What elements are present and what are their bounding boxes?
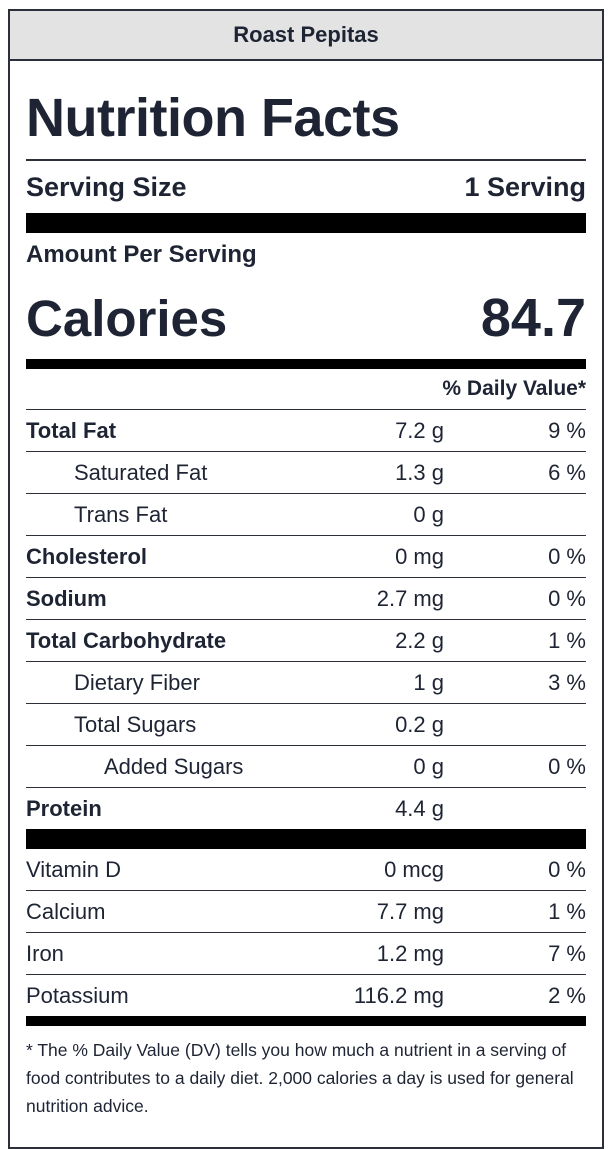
vitamin-row-vitamin-d: Vitamin D 0 mcg 0 % [26,849,586,891]
vitamin-name: Iron [26,940,64,966]
nutrient-row-total-fat: Total Fat 7.2 g 9 % [26,410,586,452]
vitamin-daily-value: 0 % [548,856,586,882]
nutrient-daily-value: 6 % [548,459,586,485]
vitamin-amount: 116.2 mg [353,982,444,1008]
vitamin-daily-value: 2 % [548,982,586,1008]
nutrient-daily-value: 3 % [548,669,586,695]
nutrient-row-dietary-fiber: Dietary Fiber 1 g 3 % [26,662,586,704]
nutrient-daily-value: 0 % [548,543,586,569]
nutrient-name: Total Fat [26,417,117,443]
nutrient-name: Saturated Fat [74,459,208,485]
vitamin-row-iron: Iron 1.2 mg 7 % [26,933,586,975]
nutrient-row-saturated-fat: Saturated Fat 1.3 g 6 % [26,452,586,494]
nutrient-amount: 7.2 g [395,417,444,443]
nutrient-amount: 2.7 mg [376,585,444,611]
calories-label: Calories [26,289,228,347]
vitamin-daily-value: 7 % [548,940,586,966]
nutrient-amount: 1 g [413,669,444,695]
amount-per-serving: Amount Per Serving [26,241,257,268]
nutrient-daily-value: 1 % [548,627,586,653]
vitamin-name: Potassium [26,982,129,1008]
vitamin-name: Calcium [26,898,106,924]
vitamin-daily-value: 1 % [548,898,586,924]
serving-size-label: Serving Size [26,171,187,202]
nutrient-amount: 4.4 g [395,795,444,821]
nutrition-label: Roast Pepitas Nutrition Facts Serving Si… [8,9,604,1149]
nutrient-amount: 0 mg [395,543,444,569]
vitamin-name: Vitamin D [26,856,121,882]
nutrient-name: Protein [26,795,102,821]
vitamin-row-potassium: Potassium 116.2 mg 2 % [26,975,586,1026]
nutrient-daily-value: 9 % [548,417,586,443]
nutrient-name: Total Carbohydrate [26,627,227,653]
nutrient-name: Sodium [26,585,107,611]
nutrient-row-added-sugars: Added Sugars 0 g 0 % [26,746,586,788]
nutrient-row-trans-fat: Trans Fat 0 g [26,494,586,536]
nutrient-name: Total Sugars [74,711,197,737]
recipe-name: Roast Pepitas [10,11,602,61]
nutrient-daily-value: 0 % [548,753,586,779]
calories-value: 84.7 [480,288,586,348]
nutrient-amount: 0.2 g [395,711,444,737]
vitamin-amount: 0 mcg [384,856,444,882]
nutrient-name: Cholesterol [26,543,148,569]
nutrient-row-cholesterol: Cholesterol 0 mg 0 % [26,536,586,578]
nutrient-amount: 0 g [413,753,444,779]
daily-value-footnote: * The % Daily Value (DV) tells you how m… [26,1040,574,1116]
vitamin-row-calcium: Calcium 7.7 mg 1 % [26,891,586,933]
nutrient-row-total-carbohydrate: Total Carbohydrate 2.2 g 1 % [26,620,586,662]
nutrient-amount: 2.2 g [395,627,444,653]
nutrient-name: Trans Fat [74,501,168,527]
nutrient-row-total-sugars: Total Sugars 0.2 g [26,704,586,746]
vitamin-amount: 7.7 mg [376,898,444,924]
calories-row: Calories 84.7 [26,277,586,369]
serving-size-row: Serving Size 1 Serving [26,161,586,233]
daily-value-header: % Daily Value* [26,369,586,410]
nutrition-facts-title: Nutrition Facts [26,89,586,161]
nutrient-row-protein: Protein 4.4 g [26,788,586,849]
nutrient-name: Dietary Fiber [74,669,200,695]
label-body: Nutrition Facts Serving Size 1 Serving A… [10,89,602,1120]
nutrient-daily-value: 0 % [548,585,586,611]
nutrient-name: Added Sugars [104,753,244,779]
vitamin-amount: 1.2 mg [376,940,444,966]
nutrient-amount: 1.3 g [395,459,444,485]
nutrient-row-sodium: Sodium 2.7 mg 0 % [26,578,586,620]
nutrient-amount: 0 g [413,501,444,527]
serving-size-value: 1 Serving [464,171,586,202]
